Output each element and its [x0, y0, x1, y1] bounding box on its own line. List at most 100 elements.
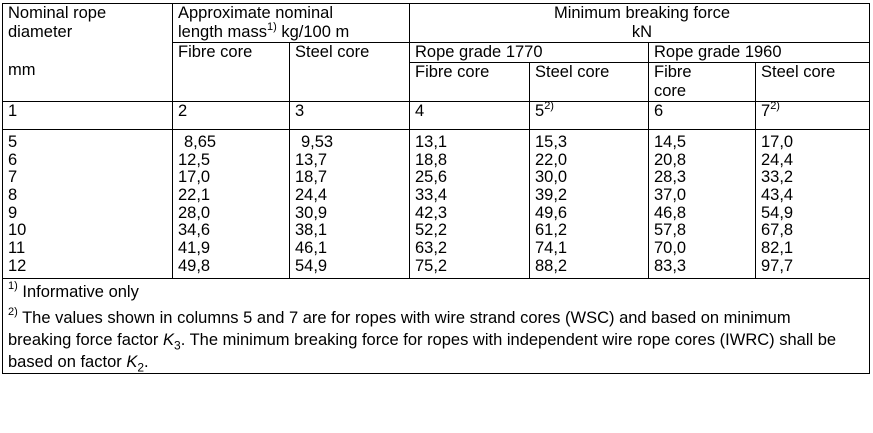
table-cell: 8,65 [184, 133, 217, 151]
data-column-5: 15,3 22,0 30,0 39,2 49,6 61,2 74,1 88,2 [529, 129, 649, 279]
table-cell: 5 [8, 133, 18, 151]
header-mass-steel-core-label: Steel core [295, 43, 370, 61]
header-grade-1770: Rope grade 1770 [409, 42, 649, 63]
header-mass-fibre-core: Fibre core [172, 42, 290, 102]
table-cell: 6 [8, 150, 18, 169]
column-number-6-label: 6 [654, 102, 664, 120]
column-number-2: 2 [172, 101, 290, 130]
table-cell: 46,1 [295, 239, 328, 258]
table-cell: 75,2 [415, 256, 448, 275]
header-unit-mm: mm [8, 61, 36, 79]
header-mass-text: length mass [178, 23, 267, 41]
table-cell: 8 [8, 186, 18, 205]
table-cell: 33,4 [415, 186, 448, 205]
header-mass-unit: kg/100 m [276, 23, 350, 41]
column-number-7-label: 7 [761, 102, 771, 120]
table-cell: 22,1 [178, 186, 211, 205]
table-cell: 61,2 [535, 221, 568, 240]
table-cell: 24,4 [761, 150, 794, 169]
footnote-ref-2-col5: 2) [544, 99, 554, 112]
header-approx-mass: Approximate nominal length mass1) kg/100… [172, 3, 410, 43]
data-column-6: 14,5 20,8 28,3 37,0 46,8 57,8 70,0 83,3 [648, 129, 756, 279]
table-cell: 46,8 [654, 203, 687, 222]
table-cell: 18,8 [415, 150, 448, 169]
header-1960-fibre-label-b: core [654, 82, 687, 100]
header-1960-steel-core-label: Steel core [761, 63, 836, 81]
header-grade-1960: Rope grade 1960 [648, 42, 870, 63]
column-number-3-label: 3 [295, 102, 305, 120]
column-number-5: 52) [529, 99, 649, 130]
data-column-7: 17,0 24,4 33,2 43,4 54,9 67,8 82,1 97,7 [755, 129, 870, 279]
table-cell: 11 [8, 239, 26, 258]
column-number-1: 1 [2, 101, 173, 130]
footnote-2-marker: 2) [8, 306, 18, 318]
column-number-4-label: 4 [415, 102, 425, 120]
header-1960-fibre-label-a: Fibre [654, 63, 692, 81]
data-column-3: 9,53 13,7 18,7 24,4 30,9 38,1 46,1 54,9 [289, 129, 410, 279]
factor-k3-subscript: 3 [174, 337, 181, 352]
header-min-breaking-force: Minimum breaking force kN [409, 3, 870, 43]
footnotes: 1) Informative only 2) The values shown … [2, 277, 870, 374]
header-1770-fibre-core: Fibre core [409, 62, 530, 102]
table-cell: 17,0 [761, 133, 794, 151]
table-cell: 25,6 [415, 168, 448, 187]
header-nominal-rope-line1: Nominal rope [8, 4, 107, 22]
table-cell: 88,2 [535, 256, 568, 275]
table-cell: 54,9 [295, 256, 328, 275]
data-body-row: 5 6 7 8 9 10 11 12 8,65 12,5 17,0 22,1 28,0 34,6 41,9 4… [2, 129, 870, 279]
table-cell: 13,1 [415, 133, 448, 151]
table-cell: 13,7 [295, 150, 328, 169]
header-row-1: Nominal rope diameter mm Approximate nom… [2, 3, 870, 102]
footnote-2: 2) The values shown in columns 5 and 7 a… [8, 307, 869, 373]
header-1770-steel-core-label: Steel core [535, 63, 610, 81]
footnote-1-marker: 1) [8, 280, 18, 292]
table-cell: 24,4 [295, 186, 328, 205]
footnote-2-text-part3: . [144, 352, 149, 371]
table-cell: 30,9 [295, 203, 328, 222]
footnote-2-text-part1: The values shown in columns 5 and 7 are … [8, 308, 791, 349]
data-column-1: 5 6 7 8 9 10 11 12 [2, 129, 173, 279]
column-number-5-label: 5 [535, 102, 545, 120]
footnote-ref-1: 1) [266, 20, 277, 33]
footnote-1: 1) Informative only [8, 281, 869, 303]
data-column-4: 13,1 18,8 25,6 33,4 42,3 52,2 63,2 75,2 [409, 129, 530, 279]
table-cell: 49,8 [178, 256, 211, 275]
column-number-7: 72) [755, 100, 870, 130]
table-cell: 15,3 [535, 133, 568, 151]
column-number-3: 3 [289, 101, 410, 130]
table-cell: 83,3 [654, 256, 687, 275]
table-cell: 67,8 [761, 221, 794, 240]
table-cell: 22,0 [535, 150, 568, 169]
footnote-1-text: Informative only [17, 282, 139, 301]
header-1960-fibre-core: Fibre core [648, 62, 756, 102]
table-cell: 70,0 [654, 239, 687, 258]
header-nominal-rope-line2: diameter [8, 23, 73, 41]
table-cell: 82,1 [761, 239, 794, 258]
table-cell: 42,3 [415, 203, 448, 222]
header-grade-1770-label: Rope grade 1770 [415, 43, 543, 61]
factor-k2-subscript: 2 [137, 359, 145, 374]
column-number-2-label: 2 [178, 102, 188, 120]
column-number-row: 1 2 3 4 52) 6 72) [2, 99, 870, 130]
header-row-3: Fibre core Steel core Fibre core Steel c… [3, 62, 870, 102]
table-cell: 28,3 [654, 168, 687, 187]
table-cell: 74,1 [535, 239, 568, 258]
header-1770-steel-core: Steel core [529, 62, 649, 102]
header-mass-fibre-core-label: Fibre core [178, 43, 253, 61]
factor-k2: K [126, 352, 138, 371]
table-cell: 12 [8, 256, 27, 275]
table-cell: 28,0 [178, 203, 211, 222]
column-number-1-label: 1 [8, 102, 18, 120]
table-cell: 14,5 [654, 133, 687, 151]
table-cell: 52,2 [415, 221, 448, 240]
table-cell: 38,1 [295, 221, 328, 240]
table-cell: 12,5 [178, 150, 211, 169]
header-force-line1: Minimum breaking force [553, 4, 731, 22]
table-cell: 7 [8, 168, 18, 187]
table-cell: 41,9 [178, 239, 211, 258]
footnotes-row: 1) Informative only 2) The values shown … [2, 277, 870, 374]
table-cell: 54,9 [761, 203, 794, 222]
table-cell: 33,2 [761, 168, 794, 187]
header-nominal-rope-diameter: Nominal rope diameter mm [2, 3, 173, 102]
column-number-4: 4 [409, 101, 530, 130]
